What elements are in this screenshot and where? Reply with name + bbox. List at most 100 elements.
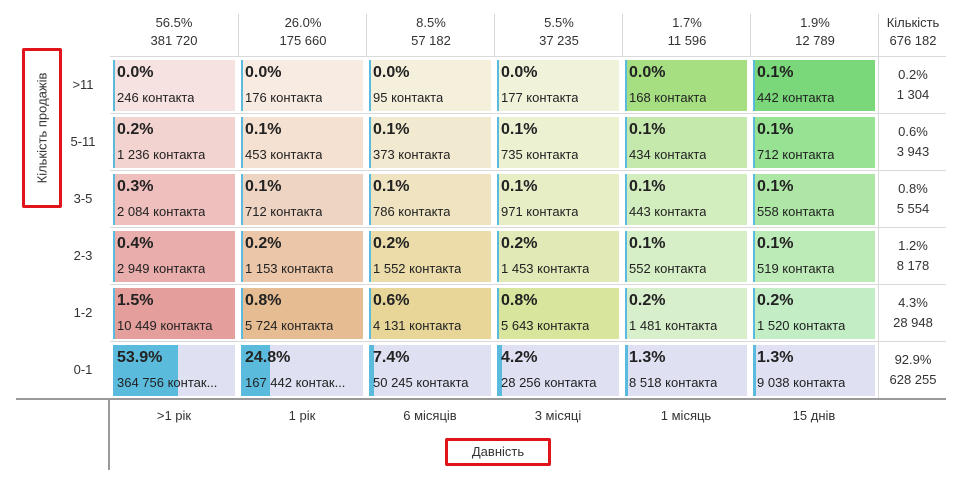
row-total: 0.2% 1 304 <box>880 65 946 105</box>
column-header-pct: 26.0% <box>284 15 322 30</box>
share-bar <box>497 288 499 339</box>
heatmap-cell[interactable]: 0.2% 1 236 контакта <box>113 117 235 168</box>
heatmap-cell[interactable]: 0.1% 712 контакта <box>753 117 875 168</box>
heatmap-cell[interactable]: 0.4% 2 949 контакта <box>113 231 235 282</box>
cell-percent: 4.2% <box>501 349 538 366</box>
heatmap-cell[interactable]: 0.0% 176 контакта <box>241 60 363 111</box>
heatmap-cell[interactable]: 1.3% 9 038 контакта <box>753 345 875 396</box>
share-bar <box>241 231 243 282</box>
cell-percent: 0.3% <box>117 178 154 195</box>
heatmap-cell[interactable]: 4.2% 28 256 контакта <box>497 345 619 396</box>
heatmap-cell[interactable]: 0.1% 443 контакта <box>625 174 747 225</box>
cell-count: 1 520 контакта <box>757 318 846 333</box>
cell-count: 167 442 контак... <box>245 375 346 390</box>
cell-percent: 0.2% <box>501 235 538 252</box>
column-header-count: 381 720 <box>150 33 198 48</box>
row-total-pct: 0.8% <box>898 181 928 196</box>
cell-count: 735 контакта <box>501 147 579 162</box>
cell-count: 712 контакта <box>245 204 323 219</box>
heatmap-cell[interactable]: 0.0% 95 контакта <box>369 60 491 111</box>
share-bar <box>753 231 755 282</box>
heatmap-cell[interactable]: 53.9% 364 756 контак... <box>113 345 235 396</box>
heatmap-cell[interactable]: 1.3% 8 518 контакта <box>625 345 747 396</box>
cell-percent: 1.3% <box>757 349 794 366</box>
column-header-pct: 56.5% <box>155 15 193 30</box>
heatmap-cell[interactable]: 0.0% 246 контакта <box>113 60 235 111</box>
share-bar <box>241 288 243 339</box>
row-total-pct: 0.2% <box>898 67 928 82</box>
heatmap-cell[interactable]: 0.1% 519 контакта <box>753 231 875 282</box>
heatmap-cell[interactable]: 0.8% 5 724 контакта <box>241 288 363 339</box>
x-tick-label: 6 місяців <box>403 408 457 423</box>
column-header-pct: 1.9% <box>800 15 830 30</box>
heatmap-cell[interactable]: 0.2% 1 481 контакта <box>625 288 747 339</box>
cell-percent: 0.2% <box>629 292 666 309</box>
row-total-count: 5 554 <box>896 201 930 216</box>
cell-percent: 0.1% <box>501 178 538 195</box>
heatmap-cell[interactable]: 0.2% 1 520 контакта <box>753 288 875 339</box>
heatmap-cell[interactable]: 0.6% 4 131 контакта <box>369 288 491 339</box>
heatmap-cell[interactable]: 0.2% 1 453 контакта <box>497 231 619 282</box>
heatmap-cell[interactable]: 0.0% 168 контакта <box>625 60 747 111</box>
cell-percent: 24.8% <box>245 349 291 366</box>
cell-percent: 1.3% <box>629 349 666 366</box>
heatmap-cell[interactable]: 0.1% 434 контакта <box>625 117 747 168</box>
row-total: 92.9% 628 255 <box>880 350 946 390</box>
cell-percent: 0.0% <box>117 64 154 81</box>
share-bar <box>241 60 243 111</box>
total-header-value: 676 182 <box>889 33 937 48</box>
heatmap-cell[interactable]: 0.1% 971 контакта <box>497 174 619 225</box>
share-bar <box>113 231 115 282</box>
heatmap-cell[interactable]: 0.0% 177 контакта <box>497 60 619 111</box>
heatmap-cell[interactable]: 0.1% 786 контакта <box>369 174 491 225</box>
row-total-pct: 1.2% <box>898 238 928 253</box>
cell-percent: 0.1% <box>757 121 794 138</box>
cell-percent: 0.1% <box>757 235 794 252</box>
heatmap-cell[interactable]: 0.3% 2 084 контакта <box>113 174 235 225</box>
cell-count: 10 449 контакта <box>117 318 213 333</box>
heatmap-cell[interactable]: 0.8% 5 643 контакта <box>497 288 619 339</box>
share-bar <box>369 345 374 396</box>
x-axis-title-box[interactable]: Давність <box>445 438 551 466</box>
share-bar <box>369 174 371 225</box>
heatmap-cell[interactable]: 0.1% 712 контакта <box>241 174 363 225</box>
heatmap-cell[interactable]: 0.1% 373 контакта <box>369 117 491 168</box>
share-bar <box>241 117 243 168</box>
column-header-count: 175 660 <box>279 33 327 48</box>
share-bar <box>753 117 755 168</box>
x-axis-line <box>16 398 946 400</box>
share-bar <box>113 288 115 339</box>
heatmap-cell[interactable]: 0.2% 1 552 контакта <box>369 231 491 282</box>
cell-percent: 7.4% <box>373 349 410 366</box>
cell-percent: 0.6% <box>373 292 410 309</box>
column-header: 1.9% 12 789 <box>750 14 879 56</box>
heatmap-cell[interactable]: 1.5% 10 449 контакта <box>113 288 235 339</box>
heatmap-cell[interactable]: 0.1% 453 контакта <box>241 117 363 168</box>
y-axis-title-box[interactable]: Кількість продажів <box>22 48 62 208</box>
row-total: 1.2% 8 178 <box>880 236 946 276</box>
cell-percent: 0.0% <box>629 64 666 81</box>
cell-count: 519 контакта <box>757 261 835 276</box>
share-bar <box>113 345 178 396</box>
total-header-label: Кількість <box>886 15 940 30</box>
cell-percent: 0.4% <box>117 235 154 252</box>
column-header: 26.0% 175 660 <box>238 14 367 56</box>
row-total-pct: 92.9% <box>894 352 932 367</box>
heatmap-cell[interactable]: 0.1% 558 контакта <box>753 174 875 225</box>
heatmap-cell[interactable]: 0.1% 735 контакта <box>497 117 619 168</box>
row-divider <box>110 170 946 171</box>
cell-count: 442 контакта <box>757 90 835 105</box>
cell-count: 558 контакта <box>757 204 835 219</box>
heatmap-cell[interactable]: 0.2% 1 153 контакта <box>241 231 363 282</box>
heatmap-cell[interactable]: 24.8% 167 442 контак... <box>241 345 363 396</box>
y-tick-label: 1-2 <box>73 305 93 320</box>
cell-percent: 0.0% <box>373 64 410 81</box>
share-bar <box>497 117 499 168</box>
cell-percent: 0.1% <box>373 121 410 138</box>
heatmap-cell[interactable]: 0.1% 552 контакта <box>625 231 747 282</box>
cell-count: 1 153 контакта <box>245 261 334 276</box>
heatmap-cell[interactable]: 0.1% 442 контакта <box>753 60 875 111</box>
cell-count: 1 453 контакта <box>501 261 590 276</box>
share-bar <box>625 174 627 225</box>
heatmap-cell[interactable]: 7.4% 50 245 контакта <box>369 345 491 396</box>
